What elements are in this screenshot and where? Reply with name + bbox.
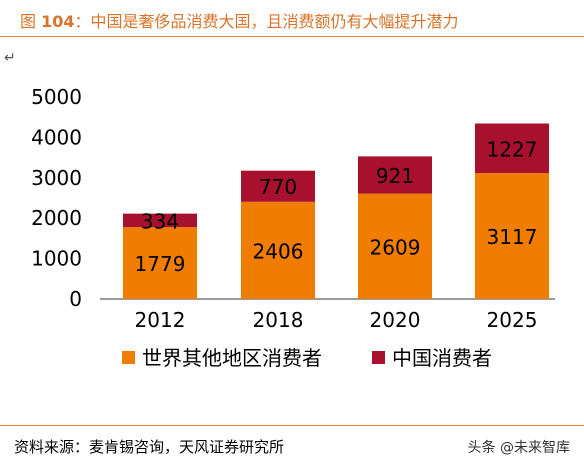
data-label-2020-1: 921	[376, 164, 414, 188]
caption-text: ：中国是奢侈品消费大国，且消费额仍有大幅提升潜力	[74, 12, 459, 31]
data-label-2018-0: 2406	[253, 239, 304, 263]
bar-2012-1	[123, 213, 197, 228]
bar-2018-0	[241, 201, 315, 299]
caption-prefix: 图	[20, 12, 42, 31]
y-tick-label-1: 1000	[31, 247, 82, 271]
caption-number: 104	[41, 12, 75, 31]
source-divider	[0, 425, 584, 426]
data-label-2025-0: 3117	[487, 225, 538, 249]
y-tick-label-0: 0	[69, 287, 82, 311]
bar-2025-0	[475, 173, 549, 299]
x-tick-label-0: 2012	[135, 308, 186, 332]
y-tick-label-3: 3000	[31, 166, 82, 190]
source-note: 资料来源：麦肯锡咨询，天风证券研究所	[14, 438, 285, 456]
y-tick-label-2: 2000	[31, 206, 82, 230]
stacked-bar-chart: 0 1000 2000 3000 4000 5000 1779 334 2012 2406 770 2…	[31, 85, 555, 370]
legend-label-0: 世界其他地区消费者	[142, 346, 322, 370]
data-label-2012-0: 1779	[135, 252, 186, 276]
bar-2018-1	[241, 170, 315, 202]
bar-2025-1	[475, 123, 549, 174]
bar-2012-0	[123, 227, 197, 299]
x-tick-label-3: 2025	[487, 308, 538, 332]
watermark: 头条 @未来智库	[467, 440, 570, 456]
legend-swatch-1	[372, 351, 385, 364]
data-label-2020-0: 2609	[370, 235, 421, 259]
figure-caption: 图 104：中国是奢侈品消费大国，且消费额仍有大幅提升潜力	[20, 8, 580, 32]
paragraph-mark: ↵	[4, 50, 16, 66]
legend-label-1: 中国消费者	[392, 346, 492, 370]
data-label-2025-1: 1227	[487, 137, 538, 161]
bar-2020-1	[358, 156, 432, 194]
y-tick-label-5: 5000	[31, 85, 82, 109]
legend-swatch-0	[122, 351, 135, 364]
data-label-2018-1: 770	[259, 175, 297, 199]
y-tick-label-4: 4000	[31, 125, 82, 149]
x-tick-label-1: 2018	[253, 308, 304, 332]
caption-divider	[0, 36, 584, 37]
data-label-2012-1: 334	[141, 209, 179, 233]
bar-2020-0	[358, 193, 432, 299]
x-tick-label-2: 2020	[370, 308, 421, 332]
